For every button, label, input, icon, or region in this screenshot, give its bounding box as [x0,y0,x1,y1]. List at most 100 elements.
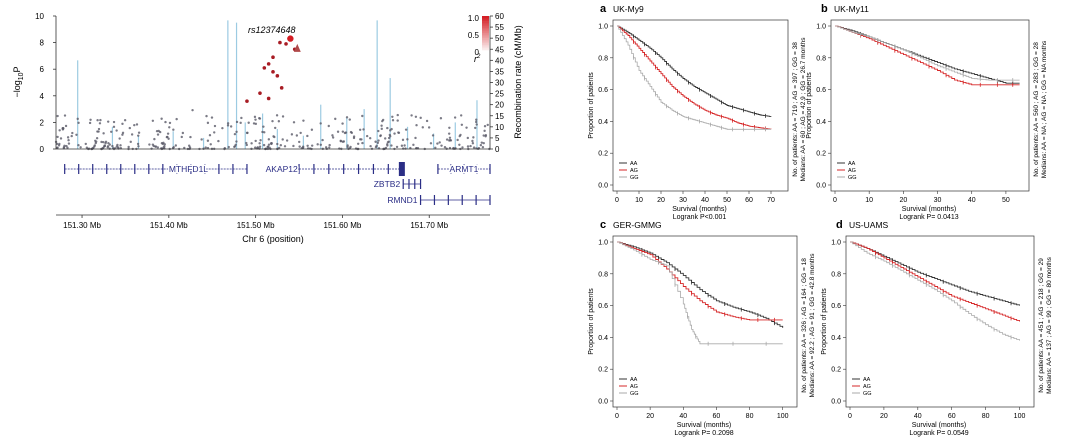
snp-point [229,125,233,128]
y-tick-label: 0.4 [598,335,608,342]
snp-point [168,121,172,125]
ld-legend-swatch [482,27,489,30]
snp-point [239,121,242,125]
y-tick-label: 0.4 [598,119,608,126]
ld-legend-tick: 1.0 [468,14,480,23]
right-tick-label: 10 [495,123,504,132]
snp-point [273,135,276,139]
ld-legend-swatch [482,24,489,27]
x-axis-label: Survival (months) [677,422,731,429]
patients-text: No. of patients: AA = 719 ; AG = 397 ; G… [792,42,799,177]
snp-point [156,133,160,136]
snp-point [328,146,331,149]
snp-point [56,114,59,118]
y-tick-label: 0.0 [598,399,608,406]
gene-exon [450,164,452,174]
x-axis-label: Survival (months) [912,422,966,429]
y-tick-label: 0.0 [831,399,841,406]
snp-point [181,131,185,135]
legend-label: AA [630,377,638,383]
right-tick-label: 50 [495,34,504,43]
gene-exon [461,195,463,205]
regional-axes: 0 2 4 6 8 10 0 5 10 15 20 25 30 35 40 45 50 55 60 151.30 Mb… [35,12,504,230]
snp-point [427,126,431,129]
snp-point [438,141,441,144]
snp-point [404,128,408,131]
snp-point [386,141,390,144]
snp-point [475,118,478,121]
x-tick-label: 0 [615,413,619,420]
y-tick-label: 4 [40,92,45,101]
y-tick-label: 10 [35,12,44,21]
snp-point [59,137,63,140]
x-axis-label: Chr 6 (position) [242,234,304,244]
snp-point [327,124,330,128]
snp-point [235,120,239,124]
gene-exon [343,164,345,174]
km-panel-b: b UK-My11 0.0 0.2 0.4 0.6 0.8 1.0 0 10 20 30 40 50 Sur… [806,3,1048,221]
x-tick-label: 40 [968,197,976,204]
survival-curve [617,25,772,117]
ld-legend-swatch [482,44,489,47]
recombination-axis-label: Recombination rate (cM/Mb) [513,25,523,139]
snp-point [65,144,68,148]
snp-point [112,125,116,129]
snp-point [292,144,295,148]
x-tick-label: 0 [833,197,837,204]
snp-point [393,132,396,135]
snp-point [414,136,417,140]
snp-point [461,146,464,149]
snp-point [359,138,362,141]
snp-point [391,119,395,122]
snp-point [456,138,459,142]
snp-point [137,131,141,134]
snp-point [155,129,159,133]
snp-point [135,123,139,126]
gene-exon [134,164,136,174]
snp-point [415,124,418,127]
snp-point [380,127,383,131]
legend-label: AA [848,161,856,167]
snp-point [63,114,67,117]
snp-point [270,142,273,145]
ld-legend-swatch [482,33,489,35]
association-points [54,20,491,151]
ld-legend-swatch [482,41,489,44]
y-tick-label: 1.0 [598,24,608,31]
x-tick-label: 40 [679,413,687,420]
right-tick-label: 55 [495,23,504,32]
snp-point [439,117,443,120]
ld-legend-swatch [482,43,489,46]
gene-track: MTHFD1L AKAP12 ARMT1 ZBTB2 RMND1 [64,162,491,207]
snp-point [290,133,294,136]
snp-point [262,143,266,147]
y-tick-label: 0.0 [816,183,826,190]
snp-point [130,133,134,136]
ld-legend-swatch [482,16,489,18]
snp-point [161,142,165,146]
snp-point [365,134,369,138]
snp-point [158,130,162,134]
ld-legend-swatch [482,17,489,20]
x-axis-label: Survival (months) [672,206,726,213]
y-tick-label: 0.8 [598,55,608,62]
snp-point [108,143,111,146]
panel-title: UK-My9 [613,4,644,14]
survival-curve [850,241,1020,341]
gene-label: RMND1 [387,195,417,205]
snp-point [133,123,136,127]
ld-legend-swatch [482,22,489,25]
y-tick-label: 1.0 [831,240,841,247]
snp-point [148,143,151,146]
snp-point [474,126,477,130]
right-tick-label: 25 [495,90,504,99]
gene-exon [64,164,66,174]
snp-point [483,125,487,128]
gene-exon [476,164,478,174]
snp-point [449,139,452,142]
snp-point [341,122,344,125]
gene-label: AKAP12 [266,164,298,174]
snp-point [324,146,328,149]
snp-point [152,144,155,148]
gene-exon [387,164,389,174]
